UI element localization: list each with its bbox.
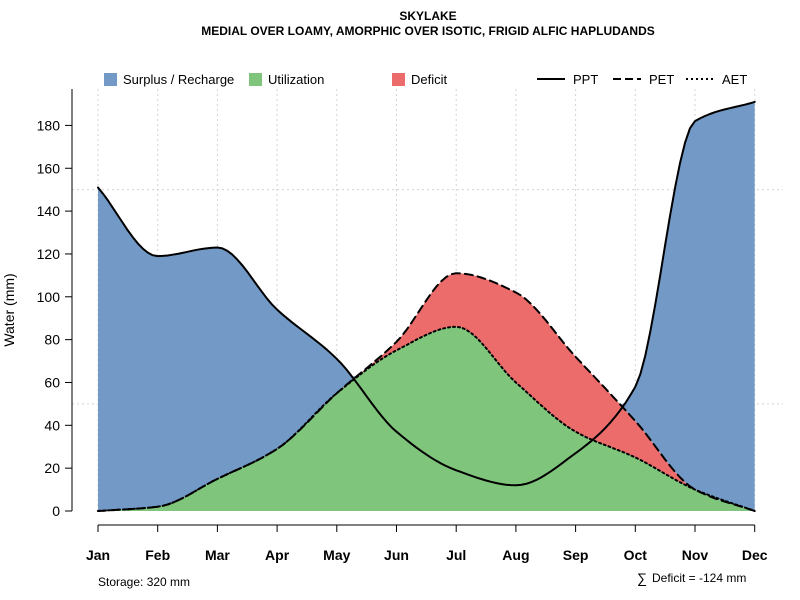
surplus-recharge-area [98,101,755,512]
y-tick-label: 140 [37,203,61,219]
x-tick-label: Nov [682,547,709,563]
y-tick-label: 100 [37,289,61,305]
x-tick-label: Feb [145,547,170,563]
x-tick-label: Jul [446,547,466,563]
x-tick-label: May [323,547,350,563]
x-tick-label: Sep [563,547,589,563]
x-tick-label: Apr [265,547,290,563]
legend-label: Surplus / Recharge [123,72,234,87]
utilization-area [98,326,755,511]
x-tick-label: Jun [384,547,409,563]
storage-note: Storage: 320 mm [98,575,190,589]
legend-label: AET [722,72,747,87]
legend-swatch [392,73,405,86]
legend-swatch [249,73,262,86]
chart-subtitle: MEDIAL OVER LOAMY, AMORPHIC OVER ISOTIC,… [201,24,655,38]
y-axis-label: Water (mm) [1,273,17,346]
y-tick-label: 120 [37,246,61,262]
x-tick-label: Aug [502,547,529,563]
y-tick-label: 80 [44,332,60,348]
deficit-area [98,273,755,511]
series-line-pet [97,272,756,512]
deficit-total-note: Deficit = -124 mm [652,571,746,585]
y-tick-label: 20 [44,460,60,476]
x-tick-label: Jan [86,547,110,563]
x-tick-label: Dec [742,547,768,563]
legend-label: PET [649,72,674,87]
sum-icon: ∑ [637,570,647,586]
y-tick-label: 60 [44,374,60,390]
y-tick-label: 180 [37,117,61,133]
y-tick-label: 40 [44,417,60,433]
series-line-ppt [97,100,756,487]
legend-label: PPT [573,72,598,87]
x-tick-label: Oct [624,547,648,563]
series-line-aet [97,325,756,512]
legend-label: Utilization [268,72,324,87]
legend-label: Deficit [411,72,448,87]
chart-title: SKYLAKE [399,9,456,23]
y-tick-label: 160 [37,160,61,176]
y-tick-label: 0 [52,503,60,519]
legend-swatch [104,73,117,86]
legend: Surplus / Recharge Utilization Deficit PPT P… [104,72,747,87]
x-tick-label: Mar [205,547,230,563]
